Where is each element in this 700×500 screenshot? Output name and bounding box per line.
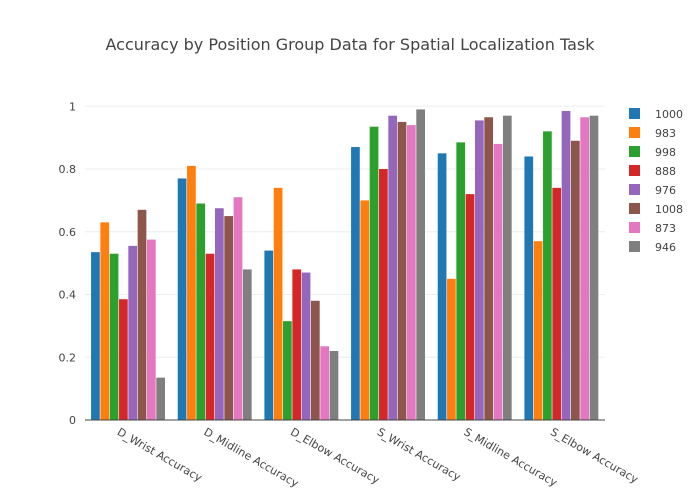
x-tick-label: D_Elbow Accuracy — [288, 425, 382, 487]
bar-976-4[interactable] — [475, 120, 484, 421]
bars — [91, 109, 599, 421]
legend-item-888[interactable]: 888 — [629, 165, 676, 178]
bar-888-5[interactable] — [552, 187, 562, 420]
bar-873-3[interactable] — [406, 125, 416, 421]
legend-label: 946 — [655, 241, 676, 254]
legend-label: 976 — [655, 184, 676, 197]
legend-swatch — [629, 108, 640, 119]
bar-976-5[interactable] — [561, 110, 571, 420]
legend-label: 873 — [655, 222, 676, 235]
bar-1000-2[interactable] — [264, 250, 274, 420]
bar-1008-4[interactable] — [484, 117, 494, 420]
bar-888-1[interactable] — [205, 253, 215, 420]
legend-item-976[interactable]: 976 — [629, 184, 676, 197]
legend-item-873[interactable]: 873 — [629, 222, 676, 235]
bar-983-2[interactable] — [273, 187, 283, 420]
x-tick-label: S_Elbow Accuracy — [548, 425, 641, 486]
x-tick-label: S_Midline Accuracy — [462, 425, 560, 489]
bar-946-1[interactable] — [242, 269, 252, 420]
bar-1000-4[interactable] — [437, 153, 447, 421]
bar-1008-1[interactable] — [224, 216, 234, 420]
grid-lines — [85, 105, 605, 358]
legend-swatch — [629, 127, 640, 138]
bar-873-2[interactable] — [320, 346, 330, 420]
bar-998-4[interactable] — [456, 142, 466, 420]
bar-976-0[interactable] — [128, 245, 138, 420]
bar-1000-5[interactable] — [524, 156, 534, 420]
legend-label: 888 — [655, 165, 676, 178]
bar-976-1[interactable] — [215, 208, 224, 420]
bar-1008-3[interactable] — [397, 121, 407, 420]
bar-998-1[interactable] — [196, 203, 206, 420]
legend-label: 998 — [655, 146, 676, 159]
bar-888-3[interactable] — [379, 169, 388, 420]
x-tick-label: D_Midline Accuracy — [202, 425, 302, 490]
y-tick-label: 1 — [69, 100, 76, 113]
y-tick-label: 0.6 — [59, 226, 77, 239]
bar-946-3[interactable] — [416, 109, 425, 420]
legend-label: 983 — [655, 127, 676, 140]
bar-1008-5[interactable] — [570, 140, 580, 421]
bar-946-0[interactable] — [156, 377, 165, 420]
legend-swatch — [629, 222, 640, 233]
legend-label: 1000 — [655, 108, 683, 121]
bar-1008-0[interactable] — [137, 209, 147, 420]
y-tick-label: 0 — [69, 414, 76, 427]
x-tick-label: D_Wrist Accuracy — [115, 425, 205, 484]
bar-873-4[interactable] — [493, 143, 503, 420]
bar-888-2[interactable] — [292, 269, 302, 420]
bar-983-0[interactable] — [100, 222, 110, 420]
legend-label: 1008 — [655, 203, 683, 216]
bar-976-3[interactable] — [388, 115, 398, 420]
bar-998-0[interactable] — [109, 253, 119, 420]
bar-873-5[interactable] — [580, 117, 590, 420]
legend-item-998[interactable]: 998 — [629, 146, 676, 159]
legend-swatch — [629, 146, 640, 157]
legend[interactable]: 1000 983 998 888 976 1008 873 946 — [629, 108, 683, 254]
bar-946-5[interactable] — [589, 115, 599, 420]
bar-1000-1[interactable] — [177, 178, 187, 420]
bar-888-4[interactable] — [465, 194, 475, 420]
bar-983-5[interactable] — [533, 241, 543, 420]
y-axis-ticks: 0 0.2 0.4 0.6 0.8 1 — [59, 100, 77, 427]
legend-swatch — [629, 184, 640, 195]
bar-976-2[interactable] — [301, 272, 311, 420]
y-tick-label: 0.2 — [59, 351, 77, 364]
legend-swatch — [629, 241, 640, 252]
bar-946-2[interactable] — [329, 350, 339, 420]
bar-946-4[interactable] — [502, 115, 512, 420]
bar-1008-2[interactable] — [310, 300, 320, 420]
x-tick-label: S_Wrist Accuracy — [375, 425, 464, 484]
y-tick-label: 0.8 — [59, 163, 77, 176]
legend-swatch — [629, 165, 640, 176]
bar-998-2[interactable] — [283, 321, 292, 420]
bar-1000-3[interactable] — [351, 147, 360, 420]
bar-998-3[interactable] — [369, 126, 379, 421]
chart-title: Accuracy by Position Group Data for Spat… — [106, 35, 596, 54]
bar-873-0[interactable] — [146, 239, 156, 420]
bar-888-0[interactable] — [119, 299, 128, 420]
legend-item-983[interactable]: 983 — [629, 127, 676, 140]
legend-item-1000[interactable]: 1000 — [629, 108, 683, 121]
bar-998-5[interactable] — [543, 131, 552, 420]
bar-873-1[interactable] — [233, 197, 243, 420]
bar-983-3[interactable] — [360, 200, 370, 420]
legend-item-1008[interactable]: 1008 — [629, 203, 683, 216]
legend-item-946[interactable]: 946 — [629, 241, 676, 254]
y-tick-label: 0.4 — [59, 289, 77, 302]
legend-swatch — [629, 203, 640, 214]
bar-1000-0[interactable] — [91, 252, 100, 420]
bar-983-1[interactable] — [187, 165, 196, 420]
bar-983-4[interactable] — [447, 278, 456, 420]
